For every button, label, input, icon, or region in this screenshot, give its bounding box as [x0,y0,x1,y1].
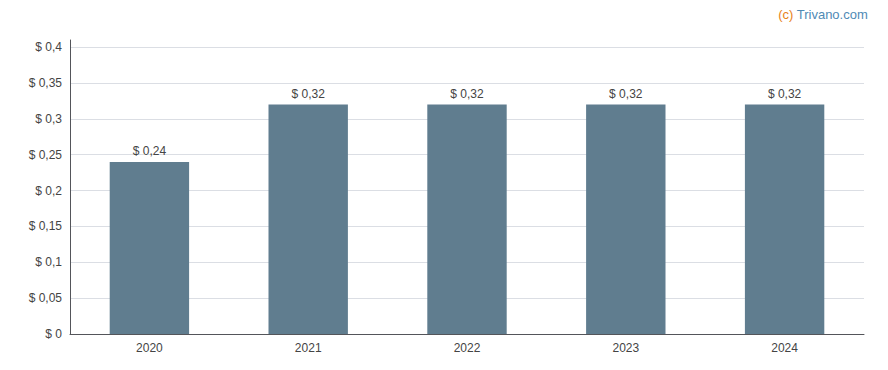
svg-text:$ 0,3: $ 0,3 [35,112,62,126]
svg-text:$ 0,1: $ 0,1 [35,255,62,269]
svg-text:2023: 2023 [612,341,639,355]
svg-text:$ 0,32: $ 0,32 [768,87,802,101]
svg-text:2020: 2020 [136,341,163,355]
svg-text:2022: 2022 [454,341,481,355]
svg-text:$ 0,2: $ 0,2 [35,184,62,198]
svg-text:$ 0,24: $ 0,24 [133,144,167,158]
svg-text:$ 0,05: $ 0,05 [29,291,63,305]
svg-text:2021: 2021 [295,341,322,355]
svg-text:$ 0,35: $ 0,35 [29,76,63,90]
svg-text:$ 0,32: $ 0,32 [609,87,643,101]
svg-text:(c): (c) [778,7,793,22]
svg-text:$ 0,32: $ 0,32 [450,87,484,101]
svg-text:$ 0,15: $ 0,15 [29,219,63,233]
svg-text:$ 0,32: $ 0,32 [292,87,326,101]
svg-text:$ 0,4: $ 0,4 [35,40,62,54]
svg-text:$ 0,25: $ 0,25 [29,148,63,162]
svg-text:$ 0: $ 0 [45,327,62,341]
svg-text:2024: 2024 [771,341,798,355]
svg-text:Trivano.com: Trivano.com [793,7,867,22]
